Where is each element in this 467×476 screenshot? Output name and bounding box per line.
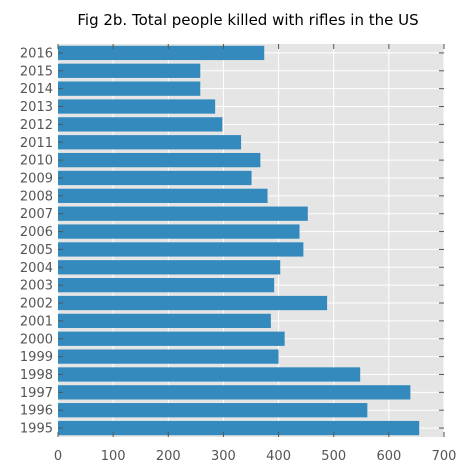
y-tick-label: 1995 [20,422,53,437]
bar-2013 [58,99,216,114]
bar-2015 [58,63,201,78]
y-tick-label: 1998 [20,368,53,383]
bar-2010 [58,152,261,168]
x-axis-tick-labels: 0 100 200 300 400 500 600 700 [54,449,457,464]
bar-2006 [58,224,300,239]
y-tick-label: 2015 [20,64,53,79]
bars [58,45,420,436]
y-tick-label: 2008 [20,189,53,204]
bar-2016 [58,45,265,61]
x-tick-label: 600 [376,449,401,464]
axis-ticks [57,44,445,437]
bar-1999 [58,349,279,364]
x-tick-label: 0 [54,449,62,464]
y-axis-tick-labels: 1995 1996 1997 1998 1999 2000 2001 2002 2003 2004… [20,46,53,436]
x-tick-label: 100 [101,449,126,464]
bar-2007 [58,206,308,221]
x-tick-label: 200 [156,449,181,464]
bar-2002 [58,295,328,311]
y-tick-label: 2011 [20,136,53,151]
y-tick-label: 1999 [20,350,53,365]
bar-1998 [58,367,361,382]
y-tick-label: 2010 [20,154,53,169]
bar-2012 [58,117,223,132]
bar-2009 [58,170,252,186]
bar-2014 [58,81,201,96]
y-tick-label: 2013 [20,100,53,115]
y-tick-label: 1996 [20,404,53,419]
y-tick-label: 2006 [20,225,53,240]
y-tick-label: 2002 [20,297,53,312]
y-tick-label: 2004 [20,261,53,276]
bar-2008 [58,188,268,203]
y-tick-label: 2016 [20,46,53,61]
y-tick-label: 1997 [20,386,53,401]
y-tick-label: 2014 [20,82,53,97]
x-tick-label: 500 [321,449,346,464]
bar-2011 [58,135,242,150]
y-tick-label: 2003 [20,279,53,294]
x-tick-label: 300 [211,449,236,464]
bar-2000 [58,331,285,346]
bar-2001 [58,313,271,329]
y-tick-label: 2001 [20,314,53,329]
x-tick-label: 400 [266,449,291,464]
y-tick-label: 2009 [20,171,53,186]
bar-2004 [58,260,281,275]
x-tick-label: 700 [432,449,457,464]
bar-1996 [58,403,368,418]
bar-2003 [58,278,275,293]
y-tick-label: 2000 [20,332,53,347]
chart-title: Fig 2b. Total people killed with rifles … [77,11,418,29]
bar-1997 [58,385,411,400]
y-tick-label: 2007 [20,207,53,222]
y-tick-label: 2005 [20,243,53,258]
y-tick-label: 2012 [20,118,53,133]
bar-2005 [58,242,304,257]
bar-1995 [58,420,420,436]
